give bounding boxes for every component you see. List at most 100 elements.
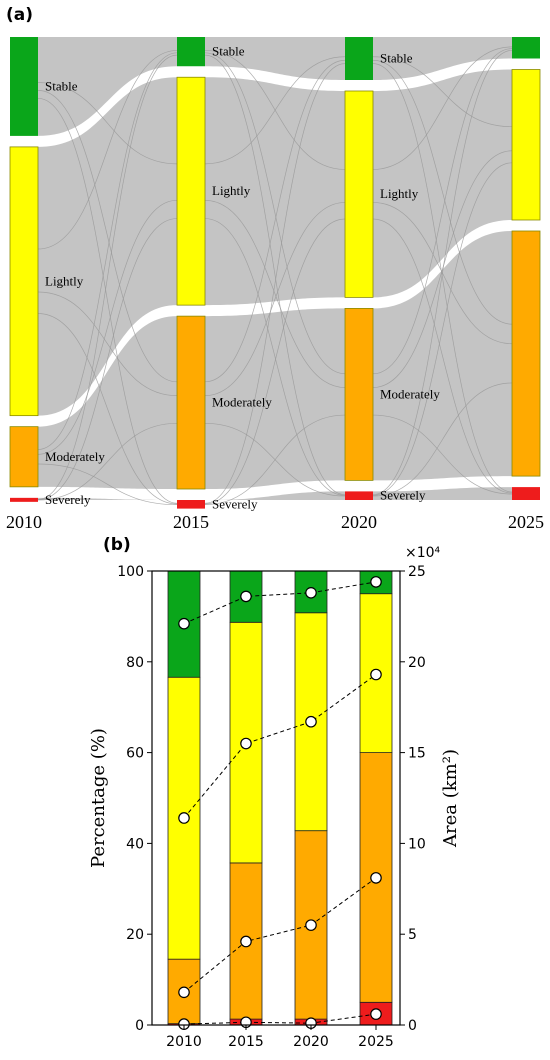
sankey-year-label: 2025 xyxy=(508,512,544,532)
sankey-node-label: Lightly xyxy=(380,186,419,201)
sankey-flow-lines xyxy=(37,46,513,505)
area-point xyxy=(240,737,252,750)
area-lines xyxy=(178,576,382,1030)
flow-line xyxy=(372,162,513,496)
x-tick-label: 2015 xyxy=(228,1034,264,1050)
sankey-node-label: Moderately xyxy=(380,386,440,401)
area-point xyxy=(370,576,382,588)
area-point xyxy=(178,986,190,999)
sankey-node-label: Stable xyxy=(380,51,413,66)
flow-gap xyxy=(38,486,177,500)
sankey-node-moderately xyxy=(344,307,374,481)
flow-line xyxy=(37,218,178,501)
sankey-year-label: 2020 xyxy=(341,512,377,532)
sankey-node-stable xyxy=(10,37,38,136)
flow-line xyxy=(372,382,513,497)
flow-line xyxy=(372,218,513,494)
flow-line xyxy=(204,218,346,496)
flow-line xyxy=(372,59,513,325)
sankey-node-label: Severely xyxy=(380,488,426,503)
flow-line xyxy=(204,52,346,375)
flow-line xyxy=(204,59,346,383)
area-point xyxy=(305,919,317,931)
sankey-node-label: Severely xyxy=(45,492,91,507)
flow-line xyxy=(204,54,346,496)
y-tick-label: 20 xyxy=(126,927,144,943)
y-tick-label: 100 xyxy=(117,564,144,580)
flow-line xyxy=(372,46,513,170)
x-tick-label: 2010 xyxy=(166,1034,202,1050)
x-tick-label: 2020 xyxy=(293,1034,329,1050)
y-tick-label: 80 xyxy=(126,655,144,671)
sankey-node-severely xyxy=(345,491,373,500)
flow-line xyxy=(204,414,346,505)
x-tick-label: 2025 xyxy=(358,1034,394,1050)
flow-gap xyxy=(373,220,512,309)
flow-line xyxy=(37,82,178,165)
sankey-node-label: Stable xyxy=(45,78,78,93)
sankey-node-lightly xyxy=(9,146,39,417)
flow-line xyxy=(372,414,513,495)
sankey-node-label: Lightly xyxy=(212,183,251,198)
sankey-year-label: 2010 xyxy=(6,512,42,532)
area-line xyxy=(183,877,377,993)
flow-line xyxy=(37,50,178,250)
area-line xyxy=(183,674,377,819)
bar-stacks xyxy=(167,570,393,1026)
area-point xyxy=(240,935,252,948)
flow-line xyxy=(372,63,513,493)
sankey-node-moderately xyxy=(176,315,206,490)
flow-gap xyxy=(205,66,345,91)
sankey-node-label: Severely xyxy=(212,496,258,511)
y2-tick-label: 10 xyxy=(408,836,426,852)
y-tick-label: 40 xyxy=(126,836,144,852)
area-point xyxy=(305,586,317,599)
sankey-node-moderately xyxy=(9,426,39,488)
flow-line xyxy=(37,422,178,501)
y2-axis-title: Area (km²) xyxy=(440,749,461,848)
flow-line xyxy=(204,56,346,165)
area-line xyxy=(183,1013,377,1025)
flow-line xyxy=(37,54,178,500)
plot-frame xyxy=(151,570,401,1026)
sankey-node-stable xyxy=(345,37,373,80)
area-point xyxy=(370,1008,382,1020)
area-point xyxy=(305,715,317,728)
flow-line xyxy=(372,49,513,496)
flow-gap xyxy=(205,297,345,317)
flow-line xyxy=(37,313,178,505)
area-line xyxy=(183,581,377,625)
area-point xyxy=(178,812,190,824)
sankey-node-severely xyxy=(177,500,205,509)
area-point xyxy=(370,668,382,681)
flow-band xyxy=(205,37,345,500)
flow-line xyxy=(204,199,346,388)
sankey-node-stable xyxy=(177,37,205,67)
flow-line xyxy=(204,202,346,397)
sankey-node-label: Stable xyxy=(212,44,245,59)
flow-line xyxy=(372,48,513,375)
panel-b-label: (b) xyxy=(103,535,131,555)
y2-tick-label: 15 xyxy=(408,746,426,762)
sankey-node-stable xyxy=(512,37,540,59)
flow-line xyxy=(372,56,513,128)
flow-line xyxy=(372,150,513,388)
flow-line xyxy=(204,63,346,504)
bar-segment-stable xyxy=(167,570,201,678)
sankey-node-label: Moderately xyxy=(212,395,272,410)
flow-line xyxy=(37,291,178,397)
y2-axis-multiplier: ×10⁴ xyxy=(405,545,441,561)
flow-line xyxy=(37,52,178,450)
sankey-node-lightly xyxy=(511,69,541,221)
sankey-node-severely xyxy=(512,487,540,500)
flow-gap xyxy=(373,476,512,492)
sankey-year-label: 2015 xyxy=(173,512,209,532)
sankey-node-lightly xyxy=(344,90,374,298)
flow-gap xyxy=(373,58,512,91)
flow-line xyxy=(37,97,178,504)
y-axis-title: Percentage (%) xyxy=(88,728,109,868)
flow-gap xyxy=(38,66,177,147)
y2-tick-label: 5 xyxy=(408,927,417,943)
